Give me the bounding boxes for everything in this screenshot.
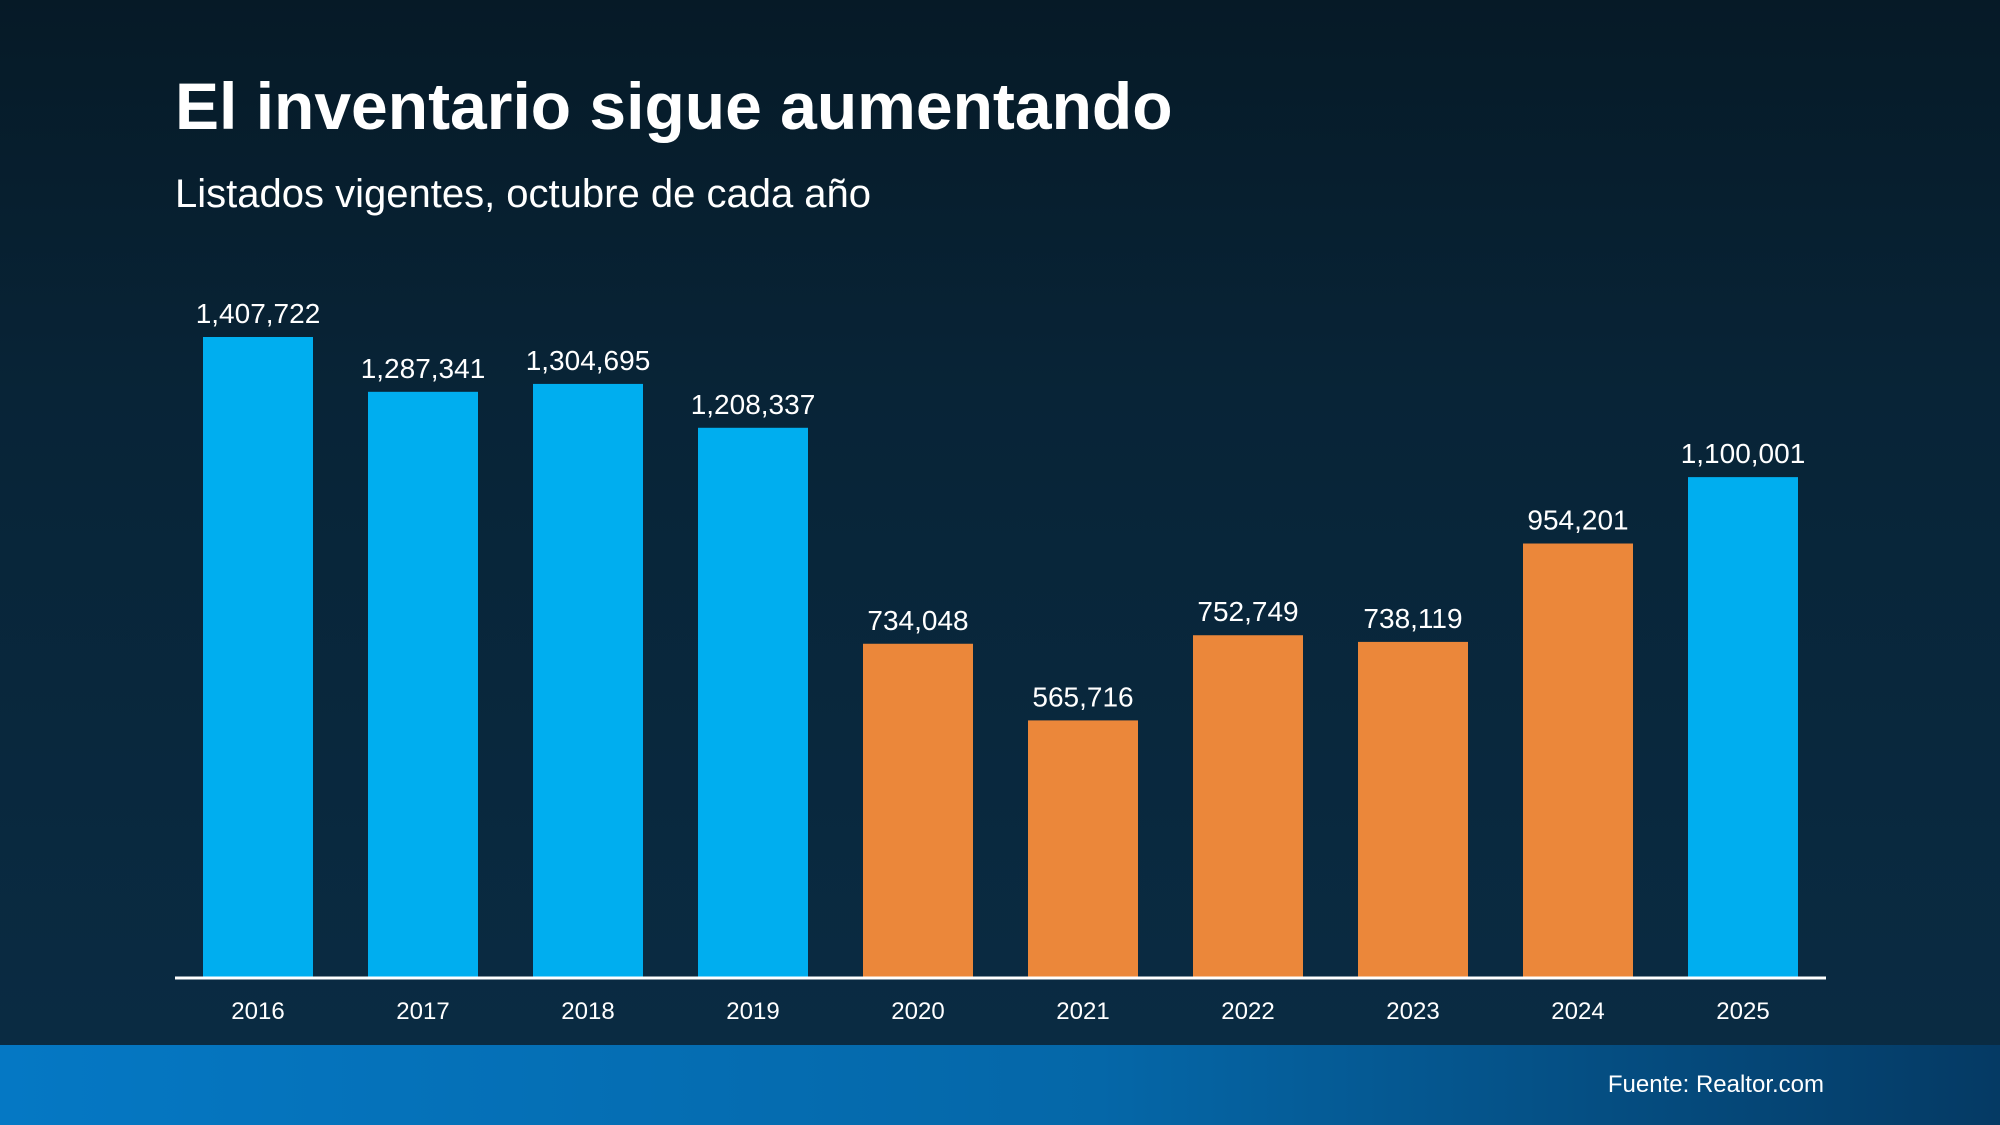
chart-subtitle: Listados vigentes, octubre de cada año <box>175 172 872 216</box>
bar-2021 <box>1028 720 1138 978</box>
data-label-2017: 1,287,341 <box>361 353 486 384</box>
footer-bar: Fuente: Realtor.com <box>0 1045 2000 1125</box>
x-tick-label-2016: 2016 <box>231 998 284 1025</box>
bar-chart: 1,407,722 2016 1,287,341 2017 1,304,695 2018 1… <box>196 298 1806 1025</box>
bar-2022 <box>1193 635 1303 978</box>
x-tick-label-2022: 2022 <box>1221 998 1274 1025</box>
bar-2023 <box>1358 641 1468 978</box>
bar-2019 <box>698 427 808 979</box>
bar-2025 <box>1688 477 1798 978</box>
bar-2016 <box>203 337 313 978</box>
x-tick-label-2021: 2021 <box>1056 998 1109 1025</box>
data-label-2025: 1,100,001 <box>1681 438 1806 469</box>
data-label-2021: 565,716 <box>1032 681 1133 712</box>
data-label-2024: 954,201 <box>1527 505 1628 536</box>
data-label-2019: 1,208,337 <box>691 389 816 420</box>
bar-2024 <box>1523 543 1633 978</box>
x-tick-label-2019: 2019 <box>726 998 779 1025</box>
bar-2020 <box>863 643 973 978</box>
data-label-2020: 734,048 <box>867 605 968 636</box>
x-tick-label-2024: 2024 <box>1551 998 1604 1025</box>
data-label-2016: 1,407,722 <box>196 298 321 329</box>
data-label-2023: 738,119 <box>1363 603 1462 634</box>
x-tick-label-2017: 2017 <box>396 998 449 1025</box>
x-tick-label-2018: 2018 <box>561 998 614 1025</box>
chart-title: El inventario sigue aumentando <box>175 69 1173 143</box>
data-label-2018: 1,304,695 <box>526 345 651 376</box>
bar-2018 <box>533 383 643 978</box>
x-tick-label-2023: 2023 <box>1386 998 1439 1025</box>
data-label-2022: 752,749 <box>1197 596 1298 627</box>
source-label: Fuente: Realtor.com <box>1607 1071 1824 1098</box>
bar-2017 <box>368 391 478 979</box>
x-tick-label-2025: 2025 <box>1716 998 1769 1025</box>
x-tick-label-2020: 2020 <box>891 998 944 1025</box>
